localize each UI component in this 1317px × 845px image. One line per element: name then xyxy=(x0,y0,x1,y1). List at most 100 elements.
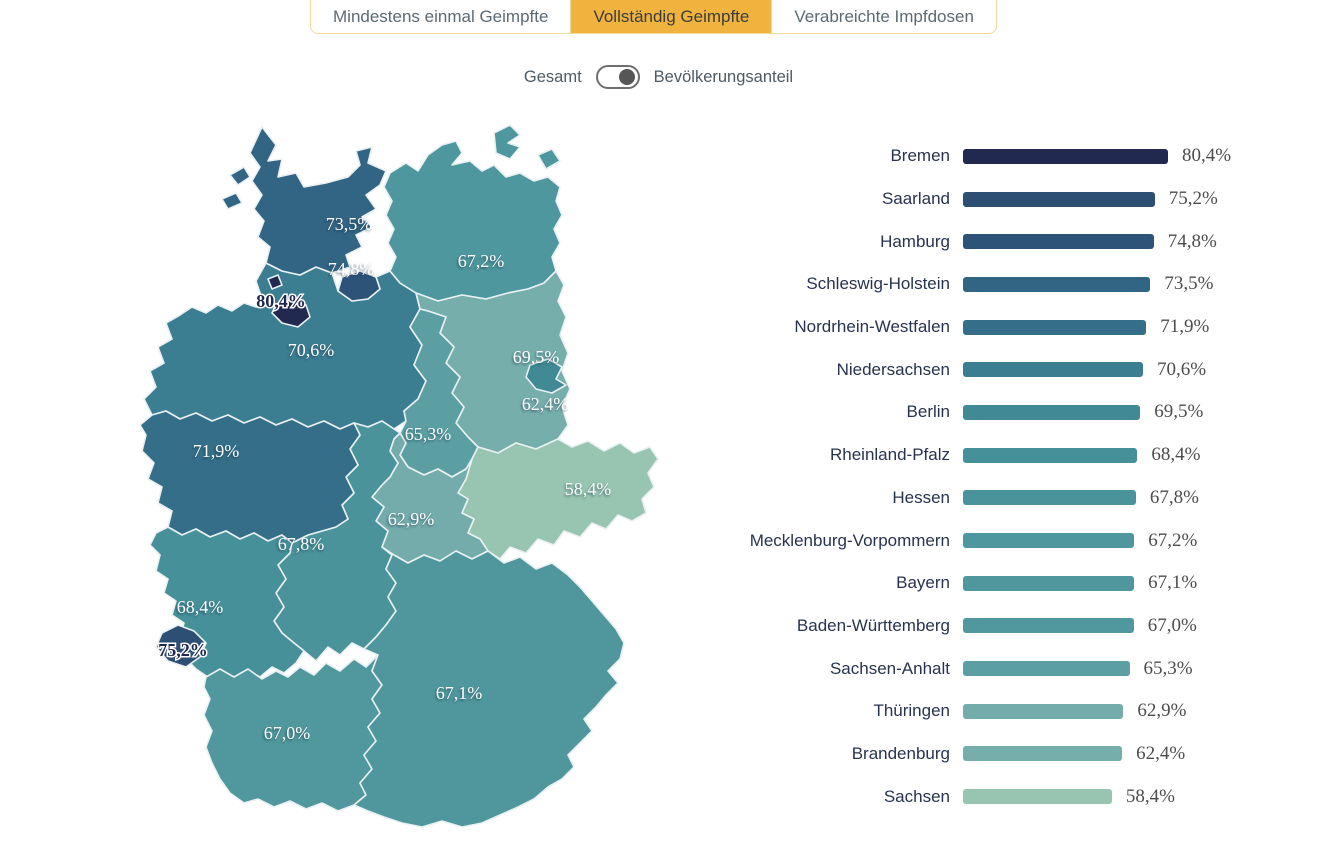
bar-nordrhein-westfalen[interactable] xyxy=(963,319,1147,335)
map-island-ruegen xyxy=(493,124,521,160)
map-value-bremen: 80,4% xyxy=(256,291,306,311)
map-value-hessen: 67,8% xyxy=(278,534,325,554)
bar-row: Sachsen-Anhalt 65,3% xyxy=(715,647,1275,690)
map-value-bayern: 67,1% xyxy=(436,683,483,703)
bar-state-label: Saarland xyxy=(881,189,950,209)
bar-saarland[interactable] xyxy=(963,191,1155,207)
bar-state-label: Mecklenburg-Vorpommern xyxy=(749,530,950,550)
map-value-baden-wuerttemberg: 67,0% xyxy=(264,723,311,743)
bar-state-label: Brandenburg xyxy=(851,743,950,763)
bar-value-label: 80,4% xyxy=(1182,145,1232,167)
bar-row: Niedersachsen 70,6% xyxy=(715,348,1275,391)
bar-state-label: Sachsen xyxy=(883,786,950,806)
bar-value-label: 73,5% xyxy=(1164,273,1214,295)
bar-baden-w-rttemberg[interactable] xyxy=(963,618,1134,634)
map-value-rheinland-pfalz: 68,4% xyxy=(177,597,224,617)
bar-row: Thüringen 62,9% xyxy=(715,690,1275,733)
bar-state-label: Niedersachsen xyxy=(836,359,950,379)
bar-row: Bremen 80,4% xyxy=(715,135,1275,178)
bar-value-label: 67,0% xyxy=(1147,614,1197,636)
bar-track xyxy=(963,703,1124,719)
map-value-saarland: 75,2% xyxy=(158,640,208,660)
map-state-saarland[interactable] xyxy=(155,624,207,668)
bar-value-label: 67,1% xyxy=(1148,572,1198,594)
bar-row: Brandenburg 62,4% xyxy=(715,733,1275,776)
bar-schleswig-holstein[interactable] xyxy=(963,276,1151,292)
map-island-usedom xyxy=(537,148,561,170)
bar-row: Hamburg 74,8% xyxy=(715,220,1275,263)
bar-state-label: Hamburg xyxy=(880,231,950,251)
gesamt-bevoelkerungsanteil-toggle[interactable] xyxy=(595,65,640,89)
map-state-bremerhaven xyxy=(267,274,283,290)
toggle-label-bevoelkerungsanteil: Bevölkerungsanteil xyxy=(653,67,794,86)
mode-toggle-row: Gesamt Bevölkerungsanteil xyxy=(0,62,1317,92)
bar-track xyxy=(963,447,1138,463)
bar-value-label: 65,3% xyxy=(1143,657,1193,679)
bar-state-label: Nordrhein-Westfalen xyxy=(794,317,950,337)
bar-state-label: Baden-Württemberg xyxy=(796,615,950,635)
bar-value-label: 70,6% xyxy=(1157,358,1207,380)
bar-niedersachsen[interactable] xyxy=(963,362,1143,378)
map-value-niedersachsen: 70,6% xyxy=(288,340,335,360)
bar-state-label: Hessen xyxy=(892,487,950,507)
bar-value-label: 62,4% xyxy=(1136,742,1186,764)
bar-row: Bayern 67,1% xyxy=(715,562,1275,605)
bar-track xyxy=(963,789,1112,805)
tab-vollstaendig-geimpfte[interactable]: Vollständig Geimpfte xyxy=(570,0,772,33)
bar-track xyxy=(963,319,1147,335)
tab-mindestens-einmal-geimpfte[interactable]: Mindestens einmal Geimpfte xyxy=(333,6,549,26)
bar-hamburg[interactable] xyxy=(963,234,1154,250)
map-value-sachsen: 58,4% xyxy=(565,479,612,499)
bar-row: Rheinland-Pfalz 68,4% xyxy=(715,434,1275,477)
bar-hessen[interactable] xyxy=(963,490,1136,506)
bar-track xyxy=(963,276,1151,292)
bar-track xyxy=(963,234,1154,250)
bar-row: Hessen 67,8% xyxy=(715,477,1275,520)
bar-state-label: Schleswig-Holstein xyxy=(806,274,950,294)
map-state-nordrhein-westfalen[interactable] xyxy=(139,410,361,544)
bar-value-label: 67,8% xyxy=(1149,486,1199,508)
bar-track xyxy=(963,362,1143,378)
bar-state-label: Bremen xyxy=(890,146,950,166)
bar-track xyxy=(963,746,1123,762)
toggle-knob xyxy=(618,69,635,85)
map-island-nordfriesland-2 xyxy=(221,192,243,210)
germany-choropleth-map: 73,5% 74,8% 80,4% 70,6% 67,2% 69,5% 62,4… xyxy=(139,124,659,828)
bar-value-label: 69,5% xyxy=(1154,401,1204,423)
bar-row: Saarland 75,2% xyxy=(715,178,1275,221)
map-state-berlin[interactable] xyxy=(525,358,567,394)
bar-bremen[interactable] xyxy=(963,148,1168,164)
map-state-mecklenburg-vorpommern[interactable] xyxy=(383,140,563,302)
metric-tabbar: Mindestens einmal Geimpfte Vollständig G… xyxy=(310,0,997,34)
map-value-hamburg: 74,8% xyxy=(328,259,375,279)
bar-brandenburg[interactable] xyxy=(963,746,1123,762)
bar-berlin[interactable] xyxy=(963,404,1141,420)
bar-track xyxy=(963,618,1134,634)
map-value-mecklenburg-vorpommern: 67,2% xyxy=(458,251,505,271)
map-state-bremen[interactable] xyxy=(271,298,311,328)
map-state-schleswig-holstein[interactable] xyxy=(249,126,387,276)
bar-value-label: 75,2% xyxy=(1168,188,1218,210)
bar-state-label: Rheinland-Pfalz xyxy=(829,445,950,465)
bar-track xyxy=(963,533,1135,549)
bar-th-ringen[interactable] xyxy=(963,703,1124,719)
bar-sachsen-anhalt[interactable] xyxy=(963,661,1130,677)
bar-track xyxy=(963,490,1136,506)
bar-sachsen[interactable] xyxy=(963,789,1112,805)
bar-row: Nordrhein-Westfalen 71,9% xyxy=(715,306,1275,349)
bar-rheinland-pfalz[interactable] xyxy=(963,447,1138,463)
tab-verabreichte-impfdosen[interactable]: Verabreichte Impfdosen xyxy=(771,0,996,33)
map-value-thueringen: 62,9% xyxy=(388,509,435,529)
map-state-sachsen[interactable] xyxy=(457,438,659,560)
bar-bayern[interactable] xyxy=(963,575,1135,591)
map-state-hamburg[interactable] xyxy=(337,270,381,302)
map-state-niedersachsen[interactable] xyxy=(143,262,427,430)
bar-row: Mecklenburg-Vorpommern 67,2% xyxy=(715,519,1275,562)
bar-track xyxy=(963,404,1141,420)
bar-value-label: 62,9% xyxy=(1137,700,1187,722)
bar-state-label: Berlin xyxy=(906,402,950,422)
bar-state-label: Bayern xyxy=(896,573,950,593)
map-state-bayern[interactable] xyxy=(353,546,625,828)
bar-mecklenburg-vorpommern[interactable] xyxy=(963,533,1135,549)
